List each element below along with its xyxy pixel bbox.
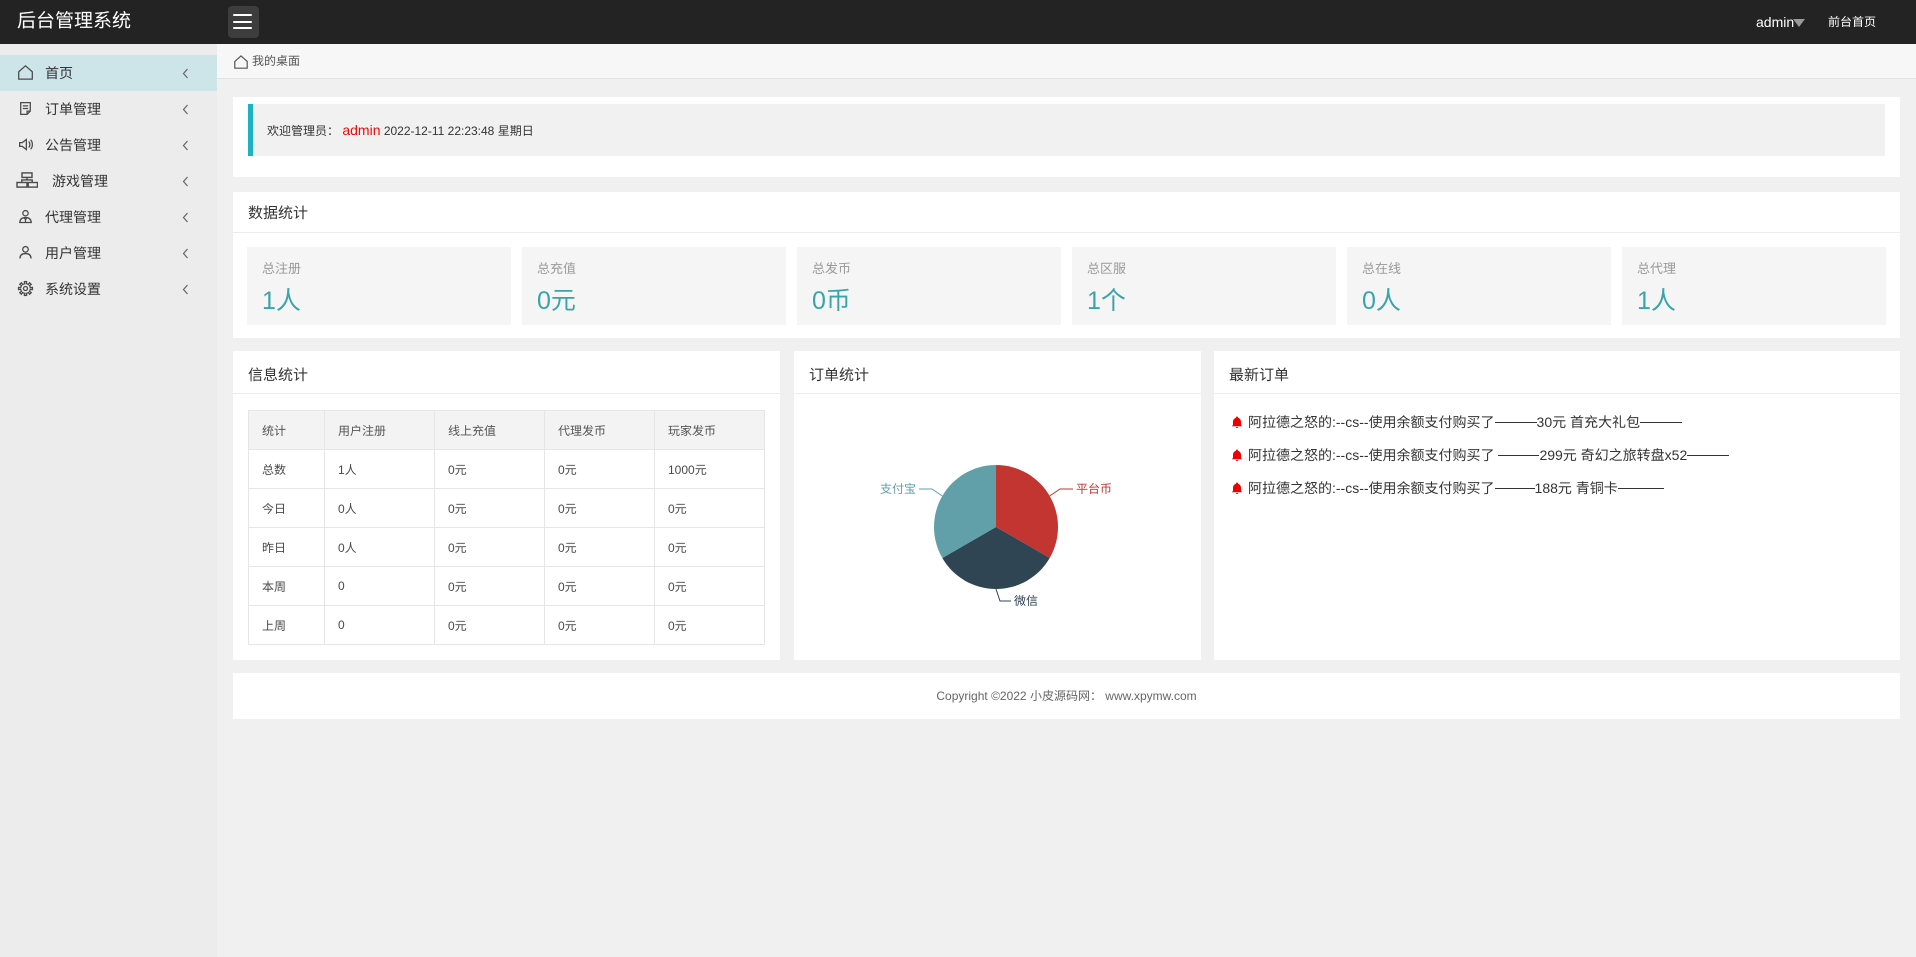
svg-text:微信: 微信 bbox=[1014, 594, 1038, 608]
svg-text:支付宝: 支付宝 bbox=[880, 482, 916, 496]
svg-text:平台币: 平台币 bbox=[1076, 482, 1112, 496]
